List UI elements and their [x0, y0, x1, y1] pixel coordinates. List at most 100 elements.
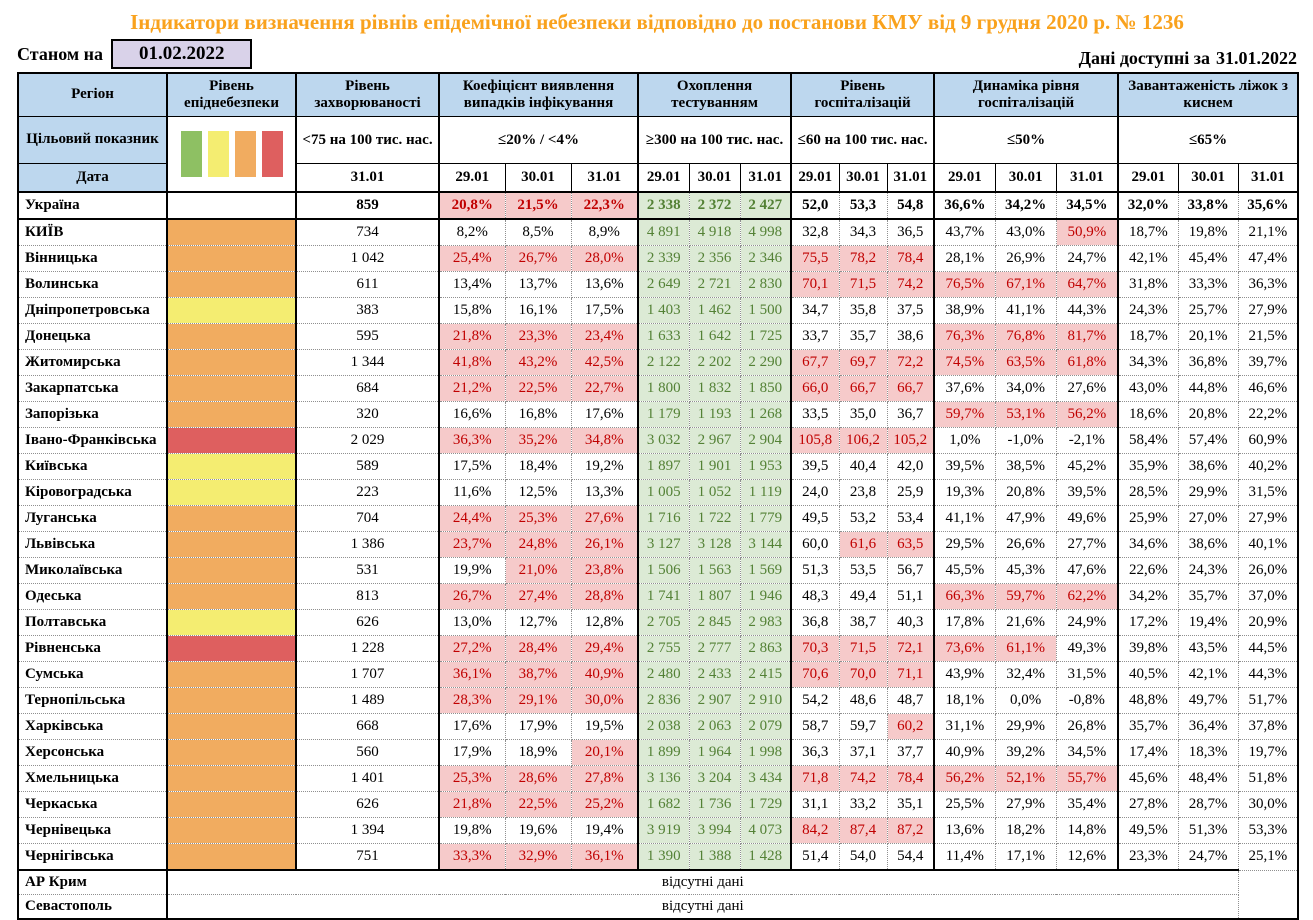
dyn-value: 17,8% [933, 609, 996, 636]
coef-value: 23,7% [438, 531, 506, 558]
level-target-swatches [166, 116, 297, 193]
dyn-value: 34,5% [1056, 191, 1119, 220]
testing-value: 3 136 [637, 765, 690, 792]
dyn-value: 61,1% [995, 635, 1057, 662]
dyn-value: 29,9% [995, 713, 1057, 740]
hosp-value: 23,8 [839, 479, 888, 506]
dyn-value: 45,3% [995, 557, 1057, 584]
hosp-value: 71,5 [839, 271, 888, 298]
epidemic-level-cell [166, 505, 297, 532]
epidemic-level-cell [166, 739, 297, 766]
region-name: Закарпатська [18, 375, 168, 402]
target-morbidity: <75 на 100 тис. нас. [295, 116, 440, 164]
hosp-value: 70,0 [839, 661, 888, 688]
testing-value: 1 403 [637, 297, 690, 324]
testing-value: 3 128 [689, 531, 741, 558]
epidemic-level-cell [166, 219, 297, 246]
coef-value: 18,4% [505, 453, 572, 480]
hosp-value: 42,0 [887, 453, 935, 480]
coef-value: 27,4% [505, 583, 572, 610]
epidemic-level-cell [166, 817, 297, 844]
beds-value: 47,4% [1238, 245, 1299, 272]
dyn-value: 26,9% [995, 245, 1057, 272]
dyn-value: 43,7% [933, 219, 996, 246]
coef-value: 25,4% [438, 245, 506, 272]
coef-value: 19,2% [571, 453, 639, 480]
coef-value: 28,6% [505, 765, 572, 792]
hosp-value: 34,7 [790, 297, 840, 324]
testing-value: 3 144 [740, 531, 792, 558]
testing-value: 2 907 [689, 687, 741, 714]
hosp-value: 51,3 [790, 557, 840, 584]
date-cell: 31.01 [886, 163, 935, 193]
region-row: Київська 589 17,5% 18,4% 19,2% 1 897 1 901 1 95… [18, 453, 1299, 480]
coef-value: 13,4% [438, 271, 506, 298]
region-row: Миколаївська 531 19,9% 21,0% 23,8% 1 506 1 563… [18, 557, 1299, 584]
beds-value: 34,2% [1117, 583, 1179, 610]
testing-value: 1 682 [637, 791, 690, 818]
beds-value: 42,1% [1117, 245, 1179, 272]
hosp-value: 66,7 [887, 375, 935, 402]
beds-value: 38,6% [1178, 453, 1239, 480]
hosp-value: 35,7 [839, 323, 888, 350]
dyn-value: 49,6% [1056, 505, 1119, 532]
hosp-value: 66,0 [790, 375, 840, 402]
epidemic-level-cell [166, 349, 297, 376]
coef-value: 24,4% [438, 505, 506, 532]
testing-value: 4 891 [637, 219, 690, 246]
region-name: Житомирська [18, 349, 168, 376]
dyn-value: 28,1% [933, 245, 996, 272]
dyn-value: 55,7% [1056, 765, 1119, 792]
testing-value: 1 779 [740, 505, 792, 532]
coef-value: 40,9% [571, 661, 639, 688]
beds-value: 38,6% [1178, 531, 1239, 558]
beds-value: 19,8% [1178, 219, 1239, 246]
beds-value: 35,7% [1178, 583, 1239, 610]
region-row: Рівненська 1 228 27,2% 28,4% 29,4% 2 755 2 777… [18, 635, 1299, 662]
beds-value: 27,9% [1238, 297, 1299, 324]
dyn-value: 43,0% [995, 219, 1057, 246]
testing-value: 3 204 [689, 765, 741, 792]
hosp-value: 37,1 [839, 739, 888, 766]
epidemic-level-cell [166, 427, 297, 454]
dyn-value: 1,0% [933, 427, 996, 454]
date-cell: 29.01 [438, 163, 506, 193]
beds-value: 48,4% [1178, 765, 1239, 792]
as-of-date-field[interactable]: 01.02.2022 [110, 39, 253, 69]
hosp-value: 36,3 [790, 739, 840, 766]
date-label: Дата [17, 163, 168, 193]
beds-value: 23,3% [1117, 843, 1179, 871]
coef-value: 23,3% [505, 323, 572, 350]
dyn-value: 45,5% [933, 557, 996, 584]
coef-value: 36,1% [438, 661, 506, 688]
beds-value: 35,7% [1117, 713, 1179, 740]
morbidity-value: 560 [295, 739, 440, 766]
beds-value: 46,6% [1238, 375, 1299, 402]
morbidity-value: 320 [295, 401, 440, 428]
testing-value: 1 897 [637, 453, 690, 480]
testing-value: 2 038 [637, 713, 690, 740]
dyn-value: -2,1% [1056, 427, 1119, 454]
beds-value: 43,5% [1178, 635, 1239, 662]
hosp-value: 70,6 [790, 661, 840, 688]
region-row: Одеська 813 26,7% 27,4% 28,8% 1 741 1 807 1 946… [18, 583, 1299, 610]
region-name: Україна [18, 191, 168, 220]
beds-value: 44,8% [1178, 375, 1239, 402]
epidemic-level-cell [166, 323, 297, 350]
hosp-value: 38,7 [839, 609, 888, 636]
hosp-value: 56,7 [887, 557, 935, 584]
region-row: Вінницька 1 042 25,4% 26,7% 28,0% 2 339 2 356 2… [18, 245, 1299, 272]
region-name: Черкаська [18, 791, 168, 818]
region-row: Україна 859 20,8% 21,5% 22,3% 2 338 2 372 2 427… [18, 191, 1299, 220]
coef-value: 19,5% [571, 713, 639, 740]
dyn-value: 67,1% [995, 271, 1057, 298]
morbidity-value: 1 228 [295, 635, 440, 662]
beds-value: 43,0% [1117, 375, 1179, 402]
region-name: Київська [18, 453, 168, 480]
hosp-value: 54,4 [887, 843, 935, 871]
coef-value: 17,6% [571, 401, 639, 428]
epidemic-level-cell [166, 297, 297, 324]
beds-value: 39,8% [1117, 635, 1179, 662]
coef-value: 41,8% [438, 349, 506, 376]
hosp-value: 72,2 [887, 349, 935, 376]
